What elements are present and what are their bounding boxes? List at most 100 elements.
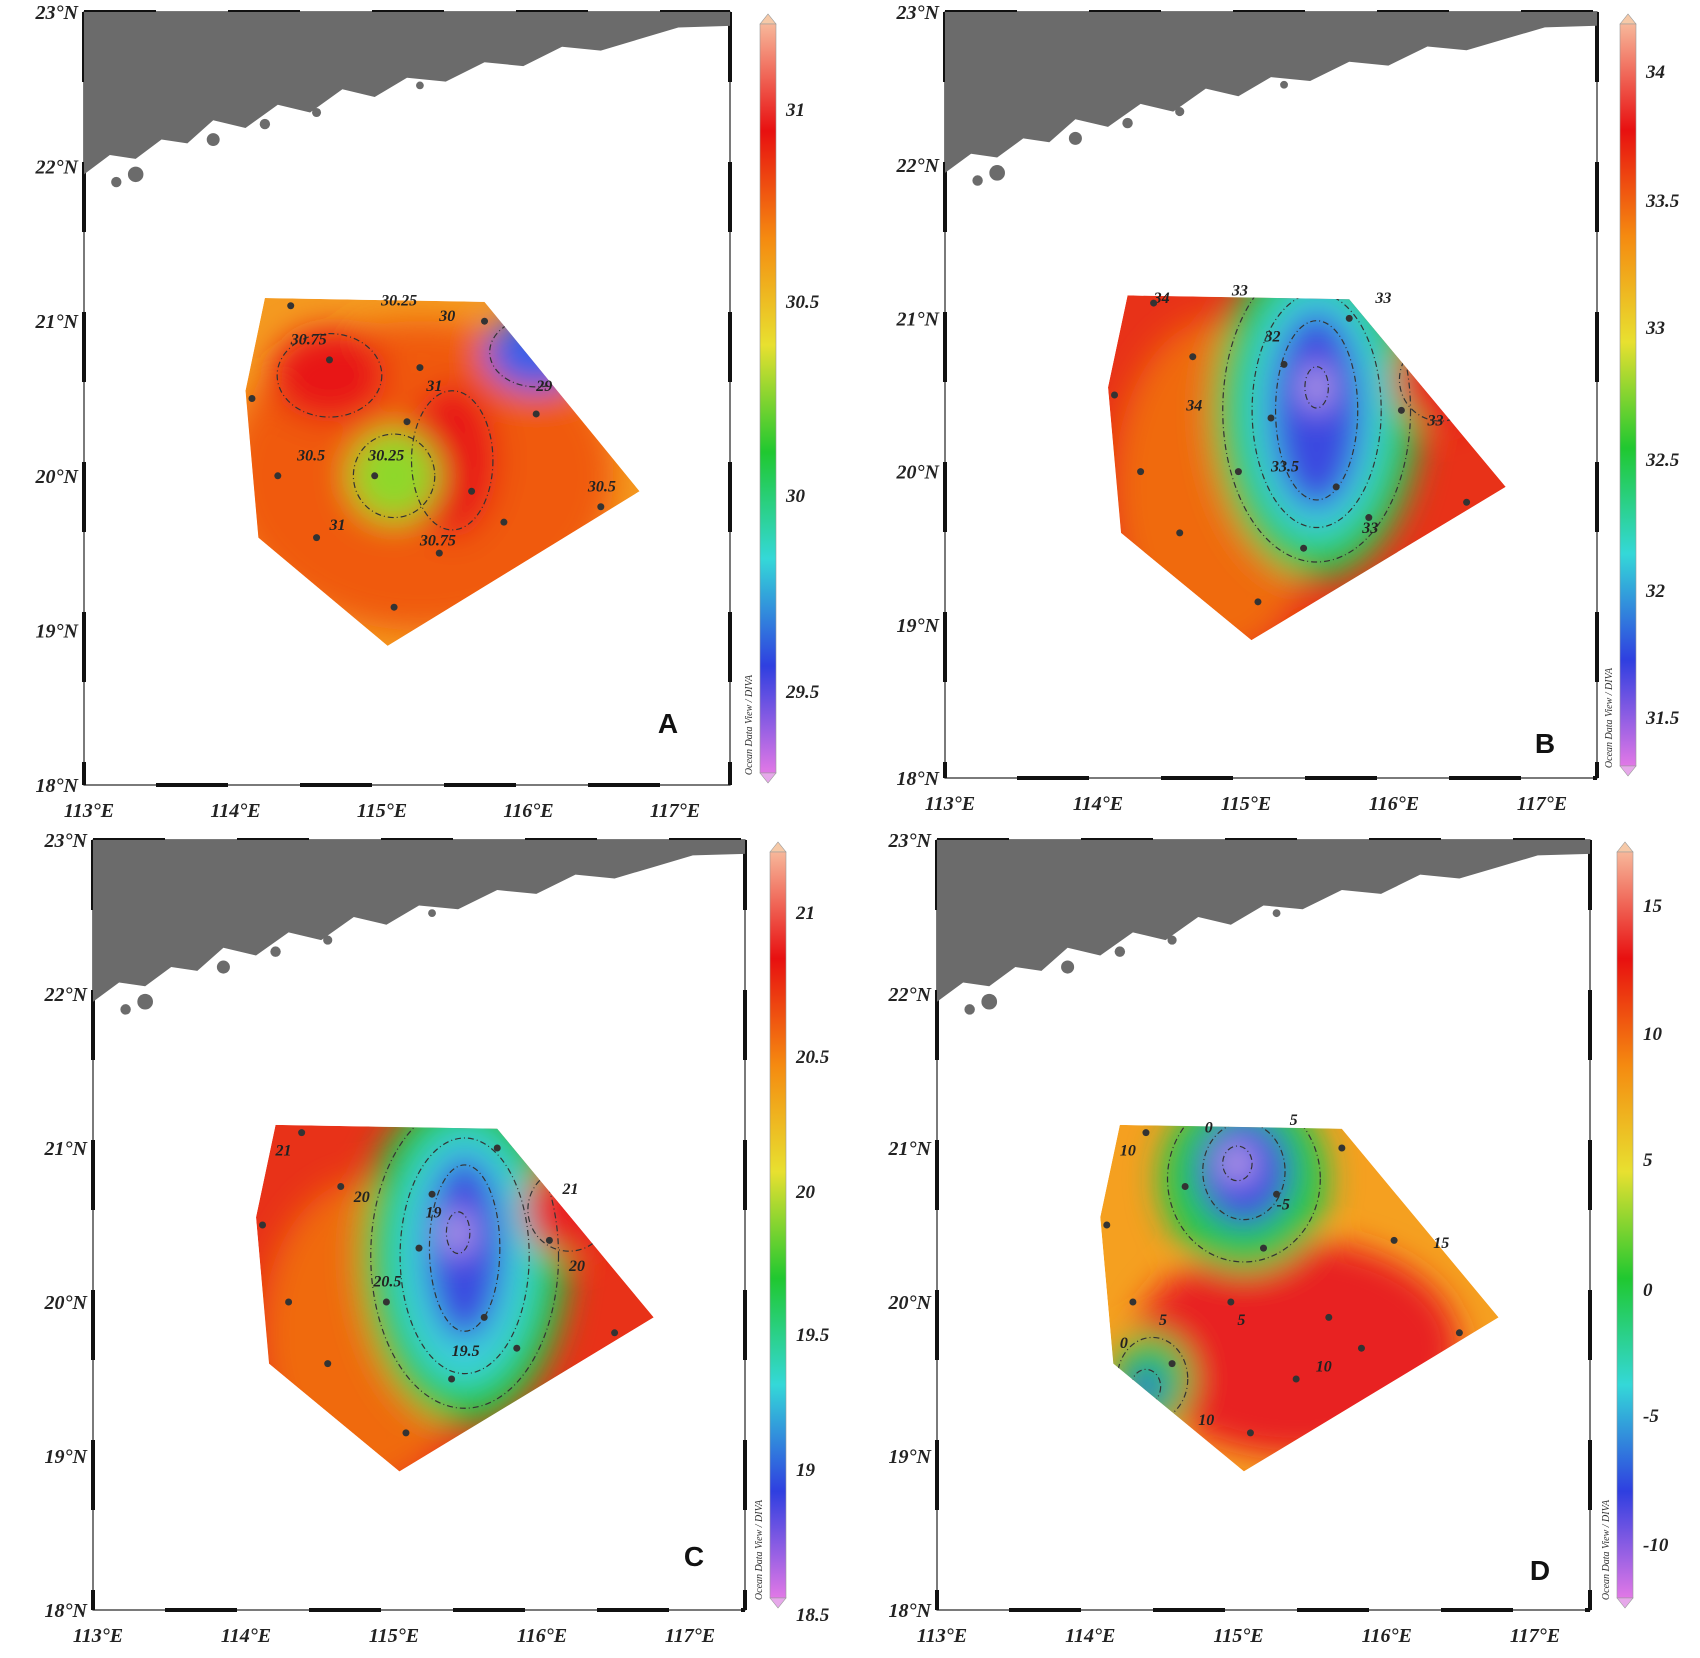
colorbar-bottom-arrow xyxy=(769,1597,787,1609)
contour-label: 30.25 xyxy=(367,447,404,464)
y-tick-label: 21°N xyxy=(35,311,80,333)
coastline-land xyxy=(945,12,1597,173)
island xyxy=(137,993,153,1010)
island xyxy=(270,946,281,957)
colorbar: 18.5 19 19.5 20 20.5 21 Ocean Data View / DIVA xyxy=(754,841,830,1626)
colorbar-tick-label: 20.5 xyxy=(795,1047,830,1068)
station-point xyxy=(259,1221,267,1229)
station-point xyxy=(1455,1329,1463,1337)
island xyxy=(964,1004,975,1015)
station-point xyxy=(513,1344,521,1352)
field-regions xyxy=(262,1124,615,1472)
colorbar: -10 -5 0 5 10 15 Ocean Data View / DIVA xyxy=(1601,841,1669,1609)
island xyxy=(416,81,424,90)
y-tick-label: 19°N xyxy=(897,615,941,637)
station-point xyxy=(1267,414,1275,422)
y-tick-label: 23°N xyxy=(44,830,89,852)
y-tick-label: 18°N xyxy=(45,1600,89,1622)
contour-line xyxy=(1251,295,1382,529)
station-point xyxy=(500,518,508,526)
colorbar-tick-label: 19.5 xyxy=(796,1325,830,1346)
island xyxy=(206,133,220,147)
interpolated-field xyxy=(1100,1124,1499,1472)
y-tick-label: 21°N xyxy=(896,308,941,330)
field-region-blob xyxy=(271,328,388,422)
island xyxy=(120,1004,131,1015)
island xyxy=(127,166,144,183)
x-tick-label: 115°E xyxy=(1221,793,1271,815)
contour-label: 33 xyxy=(1374,290,1391,307)
y-tick-label: 22°N xyxy=(888,984,933,1006)
station-point xyxy=(1463,498,1471,506)
station-point xyxy=(545,1236,553,1244)
x-tick-label: 114°E xyxy=(221,1625,271,1647)
x-tick-label: 113°E xyxy=(917,1625,967,1647)
contour-line xyxy=(445,1211,471,1255)
colorbar-tick-label: 33 xyxy=(1645,318,1665,339)
station-point xyxy=(1390,1236,1398,1244)
contour-label: 10 xyxy=(1198,1412,1214,1429)
contour-label: 30 xyxy=(438,308,455,325)
station-point xyxy=(1142,1129,1150,1137)
contour-line xyxy=(352,433,436,519)
y-tick-label: 20°N xyxy=(35,466,80,488)
island xyxy=(216,960,230,974)
x-tick-label: 114°E xyxy=(210,800,260,822)
interpolated-field xyxy=(245,298,640,646)
station-point xyxy=(325,356,333,364)
y-tick-label: 22°N xyxy=(44,984,89,1006)
x-tick-label: 117°E xyxy=(1517,793,1567,815)
x-tick-label: 113°E xyxy=(64,800,114,822)
station-point xyxy=(435,549,443,557)
station-point xyxy=(428,1190,436,1198)
island xyxy=(259,118,271,130)
colorbar-tick-label: 10 xyxy=(1643,1024,1663,1045)
colorbar-top-arrow xyxy=(759,13,777,25)
contour-line xyxy=(1130,1368,1162,1405)
x-tick-label: 117°E xyxy=(1510,1625,1560,1647)
colorbar-tick-label: 32 xyxy=(1645,581,1666,602)
island xyxy=(1175,107,1185,117)
station-point xyxy=(287,302,295,310)
station-point xyxy=(1325,1313,1333,1321)
colorbar-tick-label: -10 xyxy=(1643,1535,1669,1556)
x-tick-label: 114°E xyxy=(1065,1625,1115,1647)
island xyxy=(1167,935,1177,945)
station-point xyxy=(337,1183,345,1190)
panel-letter: A xyxy=(658,708,678,739)
y-tick-label: 18°N xyxy=(36,775,80,797)
x-tick-label: 113°E xyxy=(73,1625,123,1647)
field-region-core xyxy=(445,1209,472,1256)
station-point xyxy=(1227,1298,1235,1306)
contour-label: 33 xyxy=(1426,413,1443,430)
colorbar-top-arrow xyxy=(1616,841,1634,853)
contour-label: 30.75 xyxy=(419,532,456,549)
panel-letter: D xyxy=(1530,1555,1550,1586)
contour-label: 30.75 xyxy=(290,331,327,348)
interpolated-field xyxy=(1108,295,1506,641)
contour-label: 30.5 xyxy=(296,447,325,464)
colorbar-bottom-arrow xyxy=(759,772,777,784)
colorbar-top-arrow xyxy=(1619,13,1637,25)
colorbar-gradient xyxy=(769,851,787,1599)
station-point xyxy=(1260,1244,1267,1252)
contour-label: 32 xyxy=(1263,328,1280,345)
colorbar-tick-label: 29.5 xyxy=(785,682,820,703)
station-point xyxy=(1345,314,1353,322)
station-point xyxy=(611,1329,619,1337)
colorbar-tick-label: 19 xyxy=(796,1460,816,1481)
contour-label: 34 xyxy=(1185,397,1202,414)
colorbar-tick-label: 31.5 xyxy=(1645,708,1680,729)
island xyxy=(1068,131,1082,145)
colorbar-gradient xyxy=(759,23,777,774)
island xyxy=(1280,80,1288,89)
contour-label: 20 xyxy=(353,1189,370,1206)
y-tick-label: 23°N xyxy=(896,2,941,24)
station-point xyxy=(285,1298,293,1306)
colorbar-tick-label: 34 xyxy=(1645,62,1665,83)
station-point xyxy=(1181,1183,1189,1190)
coastline-land xyxy=(937,840,1590,1002)
station-point xyxy=(416,364,424,372)
y-tick-label: 20°N xyxy=(44,1292,89,1314)
contour-line xyxy=(276,332,383,418)
